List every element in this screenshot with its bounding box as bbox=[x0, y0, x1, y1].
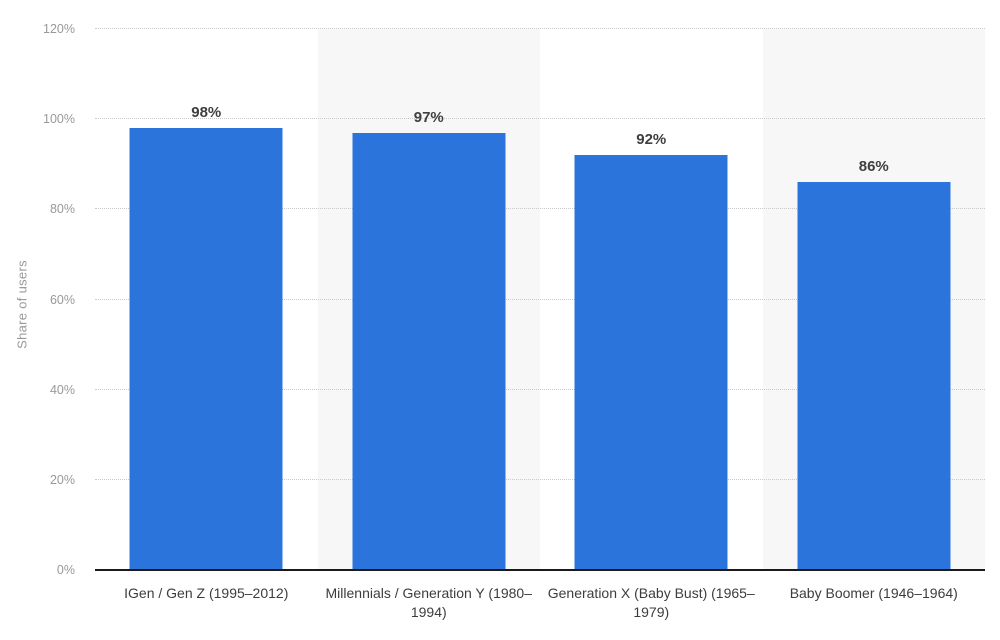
gridline-100 bbox=[95, 118, 985, 120]
bar-baby-boomer[interactable] bbox=[797, 182, 951, 570]
bar-value-label: 86% bbox=[858, 158, 889, 176]
x-label-generation-x: Generation X (Baby Bust) (1965–1979) bbox=[547, 585, 755, 620]
gridline-20 bbox=[95, 478, 985, 480]
bar-column: 86% bbox=[763, 29, 986, 570]
bar-igen-gen-z[interactable] bbox=[129, 128, 283, 570]
y-tick-120: 120% bbox=[43, 22, 75, 36]
y-tick-60: 60% bbox=[49, 292, 75, 307]
bar-column: 98% bbox=[95, 29, 318, 570]
y-tick-40: 40% bbox=[49, 382, 75, 397]
y-axis-title: Share of users bbox=[14, 260, 30, 349]
gridline-40 bbox=[95, 388, 985, 390]
x-axis-line bbox=[95, 569, 985, 571]
bar-millennials[interactable] bbox=[352, 132, 506, 570]
y-tick-100: 100% bbox=[43, 112, 75, 127]
bar-column: 92% bbox=[540, 29, 763, 570]
x-label-igen-gen-z: IGen / Gen Z (1995–2012) bbox=[124, 585, 289, 601]
bar-generation-x[interactable] bbox=[574, 155, 728, 570]
bar-column: 97% bbox=[318, 29, 541, 570]
gridline-60 bbox=[95, 298, 985, 300]
plot-area: 98% 97% 92% 86% bbox=[95, 28, 986, 571]
bar-value-label: 92% bbox=[636, 131, 667, 149]
gridline-80 bbox=[95, 208, 985, 210]
bar-value-label: 97% bbox=[413, 108, 444, 126]
gridline-120 bbox=[95, 28, 985, 29]
y-tick-0: 0% bbox=[56, 563, 75, 577]
y-tick-20: 20% bbox=[49, 472, 75, 487]
x-label-baby-boomer: Baby Boomer (1946–1964) bbox=[789, 585, 958, 601]
bar-value-label: 98% bbox=[191, 104, 222, 122]
y-tick-80: 80% bbox=[49, 202, 75, 217]
x-label-millennials: Millennials / Generation Y (1980–1994) bbox=[325, 585, 533, 620]
